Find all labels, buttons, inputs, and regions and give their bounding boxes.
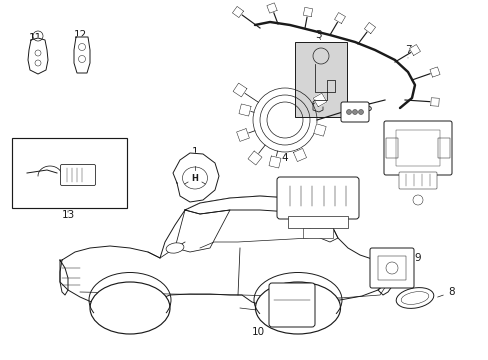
Text: 11: 11: [28, 33, 41, 43]
Ellipse shape: [166, 243, 183, 253]
Text: 5: 5: [358, 103, 370, 113]
Text: 2: 2: [296, 181, 309, 195]
Circle shape: [412, 195, 422, 205]
Bar: [303, 228, 332, 238]
Text: 13: 13: [61, 210, 75, 220]
FancyBboxPatch shape: [268, 283, 314, 327]
Ellipse shape: [255, 282, 340, 334]
Text: 4: 4: [281, 153, 288, 163]
Polygon shape: [28, 38, 48, 74]
Polygon shape: [74, 37, 90, 73]
Text: 6: 6: [417, 172, 430, 183]
Bar: [294, 42, 346, 117]
Circle shape: [358, 109, 363, 114]
Text: 9: 9: [407, 253, 421, 264]
FancyBboxPatch shape: [340, 102, 368, 122]
FancyBboxPatch shape: [398, 172, 436, 189]
Polygon shape: [312, 93, 326, 107]
Text: 12: 12: [73, 30, 86, 40]
Bar: [385, 138, 397, 158]
Bar: [377, 256, 405, 280]
Ellipse shape: [395, 288, 433, 309]
Text: H: H: [191, 174, 198, 183]
FancyBboxPatch shape: [61, 165, 95, 185]
Polygon shape: [313, 124, 325, 136]
Circle shape: [346, 109, 351, 114]
Polygon shape: [429, 67, 439, 77]
Text: 1: 1: [191, 147, 198, 157]
Text: 3: 3: [314, 30, 321, 40]
Polygon shape: [334, 13, 345, 23]
Polygon shape: [236, 129, 249, 141]
Bar: [395, 130, 439, 166]
Bar: [12, 138, 127, 208]
Text: 8: 8: [437, 287, 454, 297]
Polygon shape: [173, 153, 219, 202]
Polygon shape: [303, 7, 312, 17]
Polygon shape: [266, 3, 277, 13]
Text: 14: 14: [102, 168, 122, 178]
Text: 10: 10: [251, 318, 270, 337]
Text: 7: 7: [404, 45, 410, 58]
Polygon shape: [268, 156, 281, 168]
Polygon shape: [232, 6, 243, 18]
Bar: [437, 138, 449, 158]
Polygon shape: [184, 196, 319, 215]
Circle shape: [352, 109, 357, 114]
Polygon shape: [233, 83, 246, 97]
Polygon shape: [247, 151, 262, 165]
Ellipse shape: [90, 282, 170, 334]
Bar: [287, 216, 347, 228]
Polygon shape: [60, 196, 389, 310]
Polygon shape: [430, 98, 438, 106]
FancyBboxPatch shape: [369, 248, 413, 288]
Polygon shape: [239, 104, 250, 116]
Polygon shape: [293, 148, 306, 162]
FancyBboxPatch shape: [276, 177, 358, 219]
FancyBboxPatch shape: [383, 121, 451, 175]
Polygon shape: [408, 45, 420, 55]
Polygon shape: [364, 22, 375, 33]
